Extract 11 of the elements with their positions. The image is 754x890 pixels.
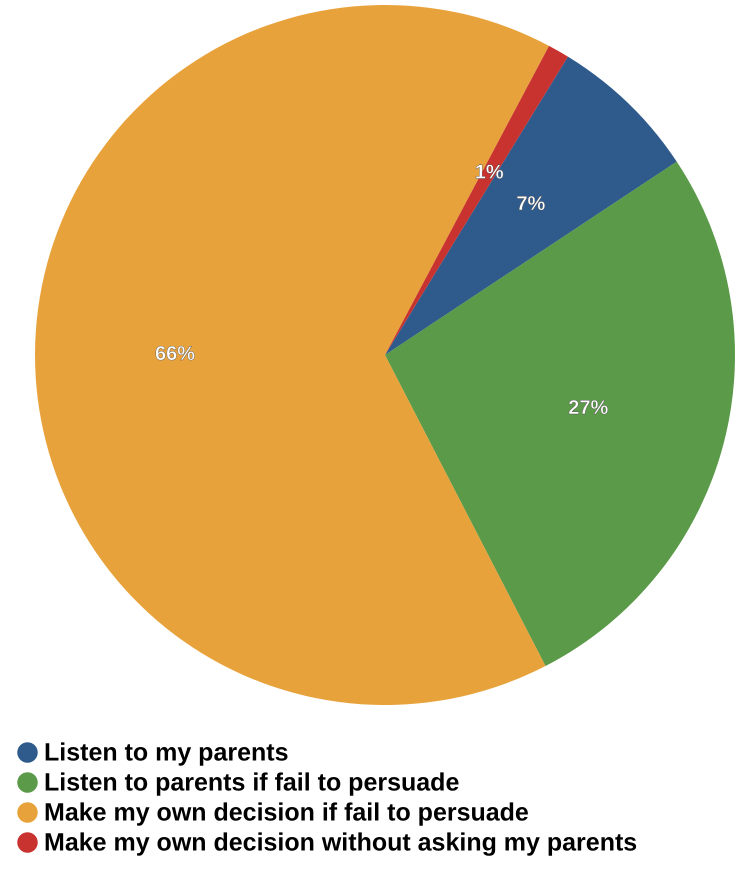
legend-label: Make my own decision without asking my parents	[44, 828, 638, 856]
pie-slice	[385, 56, 677, 355]
legend-label: Listen to my parents	[44, 738, 288, 766]
pie-slice	[35, 5, 550, 705]
legend-label: Make my own decision if fail to persuade	[44, 798, 529, 826]
legend-label: Listen to parents if fail to persuade	[44, 768, 460, 796]
pie-slice	[385, 46, 568, 355]
data-label: 7%	[516, 192, 546, 215]
data-label: 27%	[568, 396, 608, 419]
data-label: 66%	[154, 342, 196, 365]
pie-slice	[385, 162, 734, 666]
